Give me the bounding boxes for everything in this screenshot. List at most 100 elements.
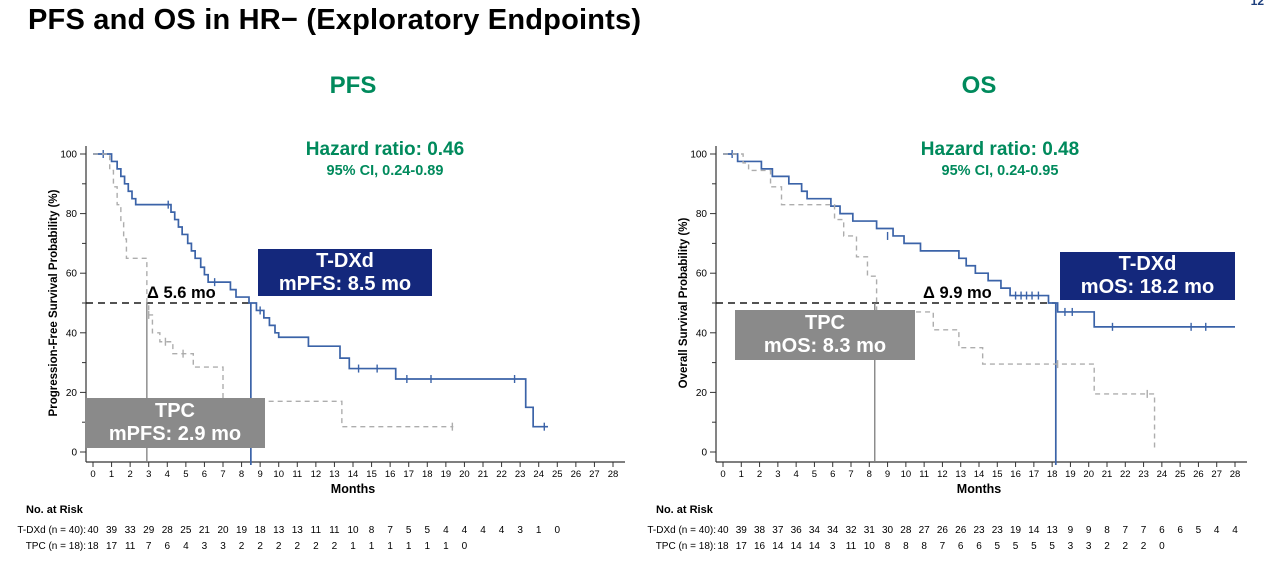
- risk-value: 36: [791, 525, 803, 536]
- x-tick-label: 21: [1102, 469, 1113, 480]
- risk-value: 7: [1141, 525, 1147, 536]
- risk-value: 4: [443, 525, 449, 536]
- y-tick-label: 100: [690, 150, 707, 161]
- x-tick-label: 3: [775, 469, 780, 480]
- x-tick-label: 25: [1175, 469, 1186, 480]
- x-tick-label: 6: [202, 469, 207, 480]
- tpc-curve: [93, 153, 454, 428]
- tdxd-curve: [723, 153, 1235, 328]
- risk-value: 3: [830, 541, 836, 552]
- os-panel: 0 20 40 60 80 100 0 1 2 3 4 5 6 7 8 9 10 11 12 13 14 15 16 17 18…: [634, 72, 1269, 561]
- risk-value: 14: [1028, 525, 1040, 536]
- risk-value: 14: [791, 541, 803, 552]
- risk-value: 5: [1049, 541, 1055, 552]
- risk-value: 39: [106, 525, 118, 536]
- pfs-hazard-ratio-text: Hazard ratio: 0.46: [305, 139, 465, 160]
- x-tick-label: 23: [515, 469, 526, 480]
- risk-value: 8: [903, 541, 909, 552]
- x-tick-label: 13: [955, 469, 966, 480]
- x-tick-label: 19: [441, 469, 452, 480]
- pfs-tdxd-median-box: T-DXd mPFS: 8.5 mo: [258, 249, 432, 296]
- risk-value: 37: [772, 525, 784, 536]
- risk-value: 5: [995, 541, 1001, 552]
- risk-value: 18: [87, 541, 99, 552]
- risk-value: 6: [165, 541, 171, 552]
- os-tpc-box-value: mOS: 8.3 mo: [763, 335, 887, 357]
- risk-value: 2: [295, 541, 301, 552]
- y-tick-label: 0: [701, 448, 707, 459]
- x-tick-label: 24: [533, 469, 544, 480]
- risk-value: 16: [754, 541, 766, 552]
- risk-value: 4: [480, 525, 486, 536]
- risk-value: 13: [1047, 525, 1059, 536]
- pfs-tdxd-box-name: T-DXd: [316, 249, 374, 272]
- risk-value: 1: [443, 541, 449, 552]
- risk-row-label: T-DXd (n = 40):: [647, 525, 716, 536]
- risk-value: 31: [864, 525, 876, 536]
- x-tick-label: 15: [992, 469, 1003, 480]
- risk-value: 7: [1123, 525, 1129, 536]
- os-tdxd-box-name: T-DXd: [1118, 253, 1177, 275]
- x-tick-label: 8: [239, 469, 244, 480]
- x-tick-label: 26: [1193, 469, 1204, 480]
- x-tick-label: 10: [901, 469, 912, 480]
- risk-value: 3: [517, 525, 523, 536]
- risk-value: 13: [292, 525, 304, 536]
- x-tick-label: 17: [1029, 469, 1040, 480]
- risk-value: 26: [937, 525, 949, 536]
- risk-value: 2: [1104, 541, 1110, 552]
- x-tick-label: 2: [127, 469, 132, 480]
- risk-value: 23: [992, 525, 1004, 536]
- os-delta-label: Δ 9.9 mo: [923, 284, 992, 302]
- risk-value: 3: [220, 541, 226, 552]
- risk-value: 8: [369, 525, 375, 536]
- pfs-delta-label: Δ 5.6 mo: [147, 284, 216, 302]
- risk-value: 38: [754, 525, 766, 536]
- x-tick-label: 15: [366, 469, 377, 480]
- risk-value: 17: [736, 541, 748, 552]
- pfs-tpc-box-name: TPC: [155, 400, 195, 422]
- tpc-curve: [723, 153, 1157, 450]
- x-tick-label: 22: [496, 469, 507, 480]
- y-tick-label: 0: [71, 448, 77, 459]
- risk-value: 26: [955, 525, 967, 536]
- risk-value: 40: [87, 525, 99, 536]
- x-tick-label: 14: [974, 469, 985, 480]
- risk-value: 4: [183, 541, 189, 552]
- x-tick-label: 6: [830, 469, 835, 480]
- x-axis-title: Months: [331, 482, 375, 496]
- risk-value: 1: [406, 541, 412, 552]
- risk-row-label: TPC (n = 18):: [656, 541, 716, 552]
- risk-value: 5: [1196, 525, 1202, 536]
- risk-value: 32: [845, 525, 857, 536]
- risk-value: 2: [257, 541, 263, 552]
- x-tick-label: 3: [146, 469, 151, 480]
- x-tick-label: 21: [478, 469, 489, 480]
- risk-value: 39: [736, 525, 748, 536]
- y-tick-label: 60: [696, 269, 708, 280]
- risk-value: 10: [347, 525, 359, 536]
- risk-value: 21: [199, 525, 211, 536]
- pfs-panel: 0 20 40 60 80 100 0 1 2 3 4 5 6 7 8 9 10 11 12 13 14 15 16 17 18…: [0, 72, 634, 561]
- pfs-ci-text: 95% CI, 0.24-0.89: [326, 162, 444, 179]
- x-tick-label: 4: [793, 469, 798, 480]
- x-tick-label: 12: [311, 469, 322, 480]
- pfs-tpc-box-value: mPFS: 2.9 mo: [108, 423, 242, 445]
- y-tick-label: 20: [66, 388, 78, 399]
- risk-value: 2: [276, 541, 282, 552]
- risk-value: 9: [1068, 525, 1074, 536]
- x-axis-title: Months: [957, 482, 1001, 496]
- y-tick-label: 80: [696, 209, 708, 220]
- x-tick-label: 10: [273, 469, 284, 480]
- risk-value: 14: [772, 541, 784, 552]
- x-tick-label: 28: [1230, 469, 1241, 480]
- x-tick-label: 16: [385, 469, 396, 480]
- risk-value: 3: [202, 541, 208, 552]
- x-tick-label: 5: [812, 469, 817, 480]
- risk-value: 2: [332, 541, 338, 552]
- x-tick-label: 9: [257, 469, 262, 480]
- risk-table-header: No. at Risk: [26, 504, 84, 516]
- risk-value: 2: [313, 541, 319, 552]
- x-tick-label: 1: [109, 469, 114, 480]
- x-tick-label: 9: [885, 469, 890, 480]
